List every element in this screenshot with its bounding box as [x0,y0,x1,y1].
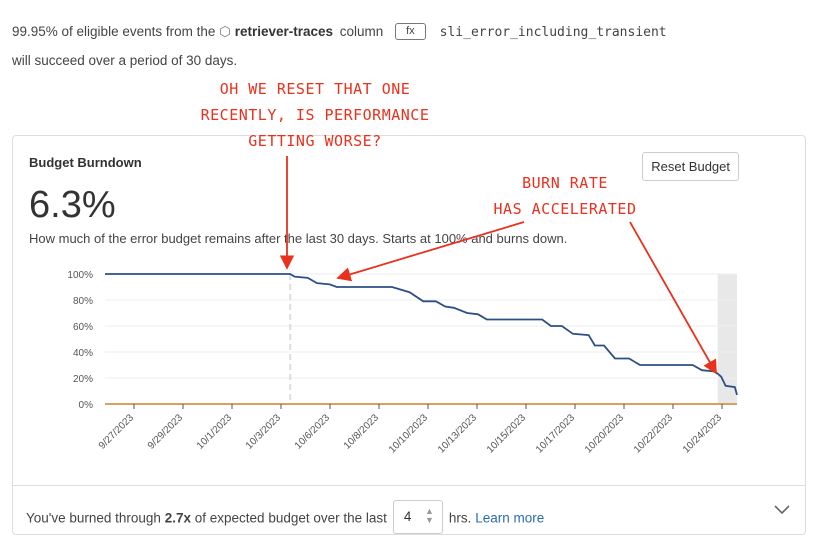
x-tick-label: 10/20/2023 [583,412,626,455]
annotation-line: RECENTLY, IS PERFORMANCE [200,106,430,124]
x-tick-label: 10/6/2023 [293,412,333,452]
annotation-line: GETTING WORSE? [248,132,382,150]
budget-remaining-value: 6.3% [29,184,116,226]
y-tick-label: 40% [73,348,93,359]
annotation-line: OH WE RESET THAT ONE [219,80,411,98]
burndown-line [105,273,738,396]
stepper-arrows-icon[interactable]: ▲ ▼ [424,506,434,525]
y-tick-label: 100% [67,270,93,281]
annotation-arrow [336,221,525,282]
desc-line2: will succeed over a period of 30 days. [12,53,238,68]
y-tick-label: 20% [73,374,93,385]
x-tick-label: 10/24/2023 [681,412,724,455]
x-tick-label: 10/17/2023 [534,412,577,455]
x-tick-label: 10/10/2023 [387,412,430,455]
x-tick-label: 10/13/2023 [436,412,479,455]
annotation-line: BURN RATE [522,174,608,192]
fx-badge: fx [395,23,426,40]
chevron-down-icon[interactable] [773,504,791,516]
slo-description: 99.95% of eligible events from the ⬡ ret… [12,18,667,75]
column-word: column [339,24,384,39]
burn-multiplier: 2.7x [164,510,191,526]
x-tick-label: 9/27/2023 [97,412,137,452]
desc-text: 99.95% of eligible events from the [12,24,216,39]
column-name: sli_error_including_transient [439,25,667,40]
annotation-reset: OH WE RESET THAT ONE RECENTLY, IS PERFOR… [190,76,440,154]
card-title: Budget Burndown [29,155,142,170]
cube-icon: ⬡ [219,24,231,39]
x-tick-label: 10/1/2023 [195,412,235,452]
x-tick-label: 10/8/2023 [342,412,382,452]
y-tick-label: 60% [73,322,93,333]
budget-burndown-card: Budget Burndown 6.3% How much of the err… [12,135,806,535]
footer-suffix: hrs. [448,510,472,526]
y-tick-label: 80% [73,296,93,307]
x-tick-label: 9/29/2023 [146,412,186,452]
annotation-arrow [629,221,717,375]
annotation-burn: BURN RATE HAS ACCELERATED [480,170,650,222]
dataset-name: retriever-traces [234,24,334,39]
y-tick-label: 0% [79,400,94,411]
reset-budget-button[interactable]: Reset Budget [642,152,739,181]
footer-middle: of expected budget over the last [194,510,387,526]
annotation-line: HAS ACCELERATED [493,200,637,218]
x-tick-label: 10/3/2023 [244,412,284,452]
x-tick-label: 10/22/2023 [632,412,675,455]
hours-stepper[interactable]: 4 ▲ ▼ [392,500,443,534]
x-tick-label: 10/15/2023 [485,412,528,455]
card-subtitle: How much of the error budget remains aft… [29,231,568,246]
footer-prefix: You've burned through [26,510,161,526]
hours-value[interactable]: 4 [403,509,412,524]
burn-rate-footer: You've burned through 2.7x of expected b… [13,485,805,535]
learn-more-link[interactable]: Learn more [475,510,545,526]
recent-window-shade [717,274,737,404]
